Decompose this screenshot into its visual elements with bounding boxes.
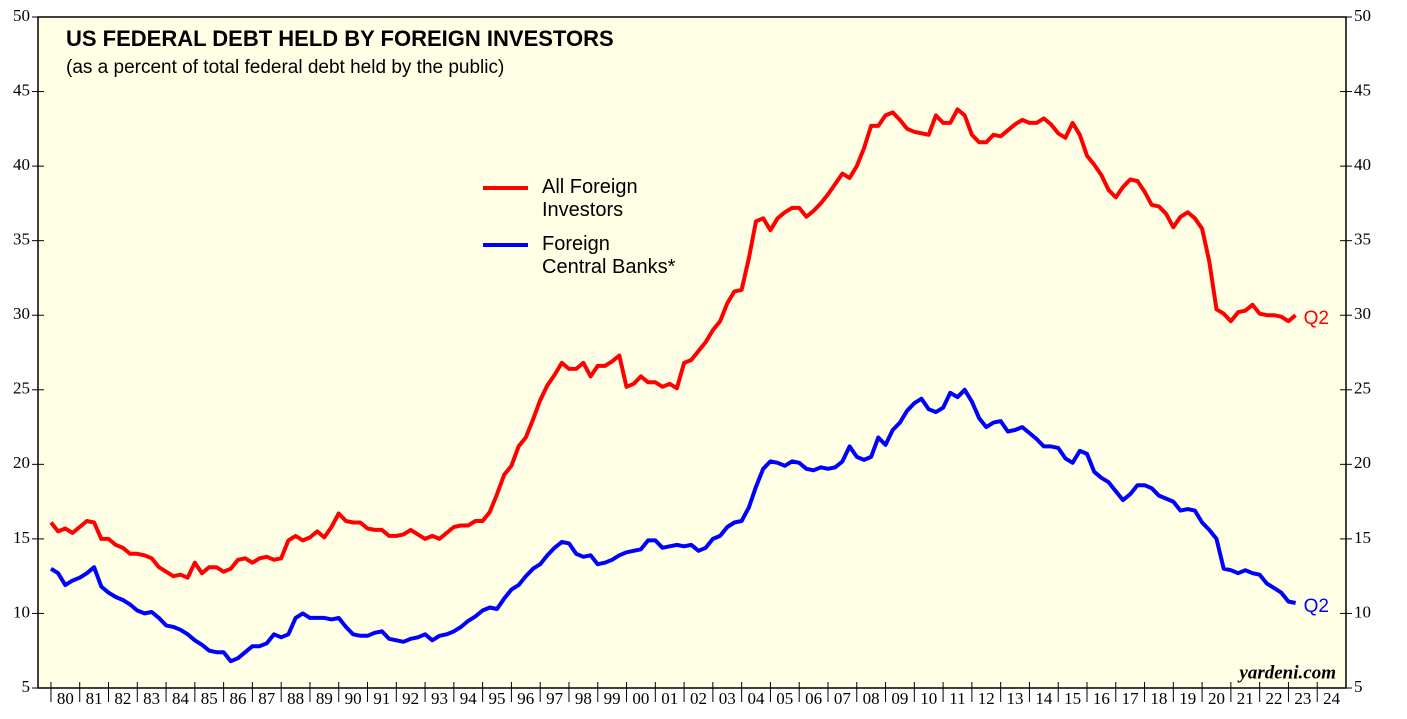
x-tick-label: 88 [287,689,304,708]
y2-tick-label: 5 [1354,677,1363,696]
x-tick-label: 85 [201,689,218,708]
x-tick-label: 94 [460,689,478,708]
x-tick-label: 82 [114,689,131,708]
end-label: Q2 [1304,308,1329,329]
x-tick-label: 08 [863,689,880,708]
y-tick-label: 30 [13,304,30,323]
x-tick-label: 84 [172,689,190,708]
y2-tick-label: 25 [1354,379,1371,398]
y-tick-label: 20 [13,453,30,472]
y-tick-label: 35 [13,230,30,249]
y2-tick-label: 20 [1354,453,1371,472]
x-tick-label: 13 [1007,689,1024,708]
chart-subtitle: (as a percent of total federal debt held… [66,57,504,78]
x-tick-label: 16 [1093,689,1110,708]
y-tick-label: 5 [22,677,31,696]
x-tick-label: 15 [1064,689,1081,708]
x-tick-label: 90 [345,689,362,708]
x-tick-label: 99 [604,689,621,708]
x-tick-label: 83 [143,689,160,708]
y2-tick-label: 30 [1354,304,1371,323]
y2-tick-label: 50 [1354,6,1371,25]
legend-label: All Foreign Investors [542,176,638,221]
chart-title: US FEDERAL DEBT HELD BY FOREIGN INVESTOR… [66,26,614,51]
x-tick-label: 91 [373,689,390,708]
x-tick-label: 86 [230,689,247,708]
series-line [49,107,1297,580]
x-tick-label: 95 [489,689,506,708]
x-tick-label: 24 [1323,689,1341,708]
x-tick-label: 89 [316,689,333,708]
x-tick-label: 22 [1266,689,1283,708]
legend-label: Foreign Central Banks* [542,233,676,278]
x-tick-label: 18 [1150,689,1167,708]
x-tick-label: 87 [258,689,276,708]
y-tick-label: 25 [13,379,30,398]
x-tick-label: 09 [891,689,908,708]
x-tick-label: 05 [776,689,793,708]
x-tick-label: 12 [978,689,995,708]
x-tick-label: 11 [949,689,965,708]
x-tick-label: 96 [517,689,534,708]
y-tick-label: 10 [13,602,30,621]
source: yardeni.com [1237,662,1336,683]
x-tick-label: 00 [632,689,649,708]
x-tick-label: 07 [834,689,852,708]
y-tick-label: 50 [13,6,30,25]
x-tick-label: 81 [86,689,103,708]
x-tick-label: 03 [719,689,736,708]
x-tick-label: 92 [402,689,419,708]
x-tick-label: 04 [748,689,766,708]
y-tick-label: 45 [13,80,30,99]
x-tick-label: 93 [431,689,448,708]
x-tick-label: 21 [1237,689,1254,708]
end-label: Q2 [1304,596,1329,617]
y2-tick-label: 10 [1354,602,1371,621]
x-tick-label: 17 [1122,689,1140,708]
y2-tick-label: 15 [1354,528,1371,547]
y-tick-label: 15 [13,528,30,547]
x-tick-label: 80 [57,689,74,708]
y-tick-label: 40 [13,155,30,174]
x-tick-label: 01 [661,689,678,708]
x-tick-label: 98 [575,689,592,708]
x-tick-label: 97 [546,689,564,708]
y2-tick-label: 45 [1354,80,1371,99]
x-tick-label: 14 [1035,689,1053,708]
x-tick-label: 20 [1208,689,1225,708]
x-tick-label: 19 [1179,689,1196,708]
series-line [49,387,1297,664]
plot-area [37,16,1347,689]
y2-tick-label: 35 [1354,230,1371,249]
x-tick-label: 02 [690,689,707,708]
y2-tick-label: 40 [1354,155,1371,174]
x-tick-label: 10 [920,689,937,708]
x-tick-label: 06 [805,689,822,708]
x-tick-label: 23 [1294,689,1311,708]
